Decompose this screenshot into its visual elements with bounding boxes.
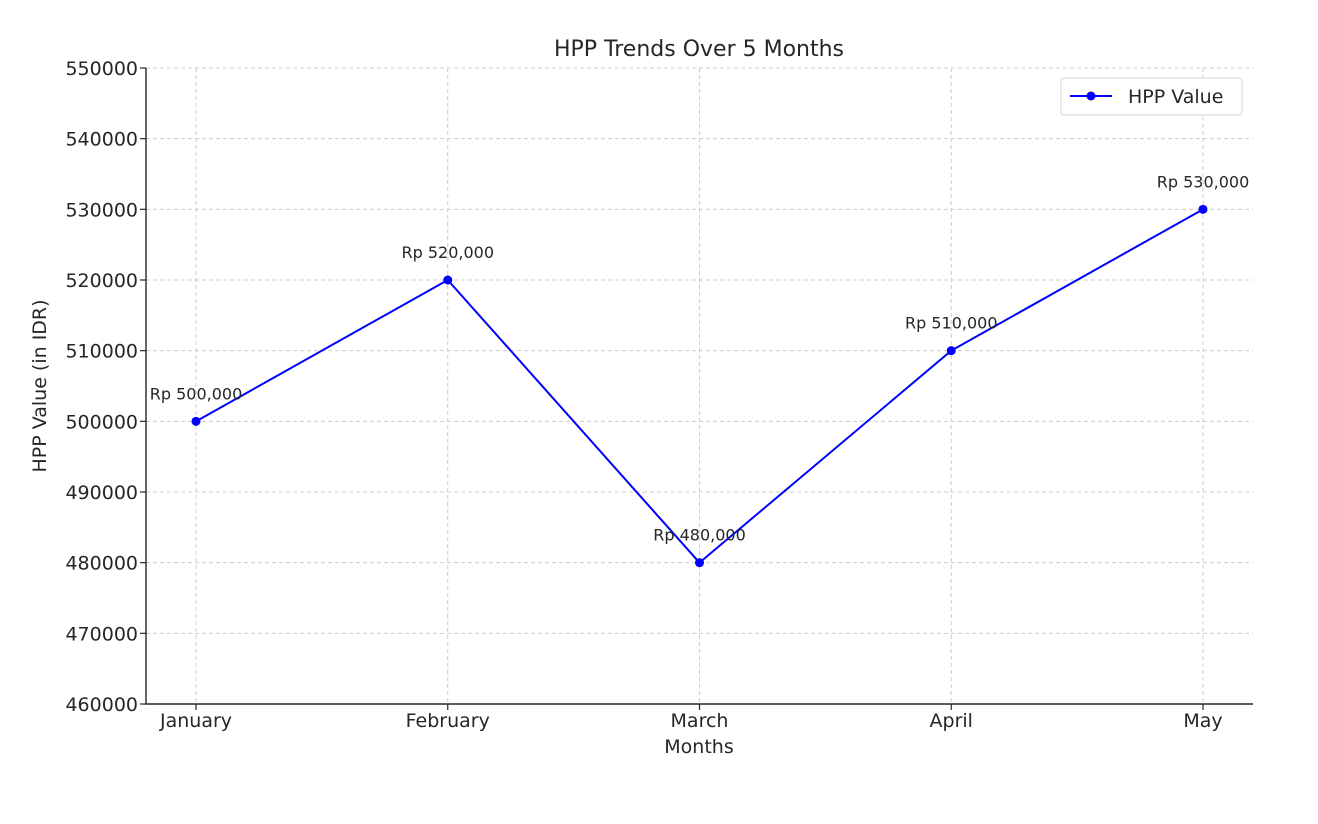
x-axis-label: Months: [664, 736, 733, 758]
data-point: [946, 346, 956, 356]
x-tick-label: January: [159, 710, 232, 732]
x-tick-label: March: [671, 710, 729, 732]
y-tick-label: 510000: [65, 341, 138, 363]
data-point: [1198, 204, 1208, 214]
data-label: Rp 500,000: [150, 384, 243, 403]
chart-title: HPP Trends Over 5 Months: [554, 37, 844, 62]
legend-marker: [1086, 91, 1096, 101]
x-tick-label: May: [1183, 710, 1222, 732]
x-tick-label: February: [406, 710, 490, 732]
data-labels: Rp 500,000 Rp 520,000 Rp 480,000 Rp 510,000…: [150, 172, 1250, 544]
y-tick-label: 500000: [65, 411, 138, 433]
y-tick-label: 550000: [65, 58, 138, 80]
data-point: [695, 558, 704, 568]
y-tick-label: 460000: [65, 694, 138, 716]
y-tick-label: 470000: [65, 623, 138, 645]
y-tick-label: 520000: [65, 270, 138, 292]
y-tick-label: 480000: [65, 553, 138, 575]
data-label: Rp 530,000: [1157, 172, 1250, 191]
legend: HPP Value: [1060, 77, 1243, 116]
x-axis-ticks: January February March April May: [159, 704, 1223, 732]
data-label: Rp 510,000: [905, 314, 998, 333]
data-point: [191, 416, 201, 426]
data-label: Rp 480,000: [653, 526, 746, 545]
data-label: Rp 520,000: [401, 243, 494, 262]
legend-box: [1060, 77, 1243, 116]
y-tick-label: 530000: [65, 199, 138, 221]
legend-entry-label: HPP Value: [1128, 86, 1223, 108]
y-axis-label: HPP Value (in IDR): [29, 299, 51, 472]
y-axis-ticks: 460000 470000 480000 490000 500000 510000 5200…: [65, 58, 146, 716]
y-tick-label: 490000: [65, 482, 138, 504]
grid-lines: [146, 67, 1253, 705]
data-point: [443, 275, 453, 285]
series-layer: [191, 204, 1208, 568]
x-tick-label: April: [930, 710, 973, 732]
y-tick-label: 540000: [65, 129, 138, 151]
